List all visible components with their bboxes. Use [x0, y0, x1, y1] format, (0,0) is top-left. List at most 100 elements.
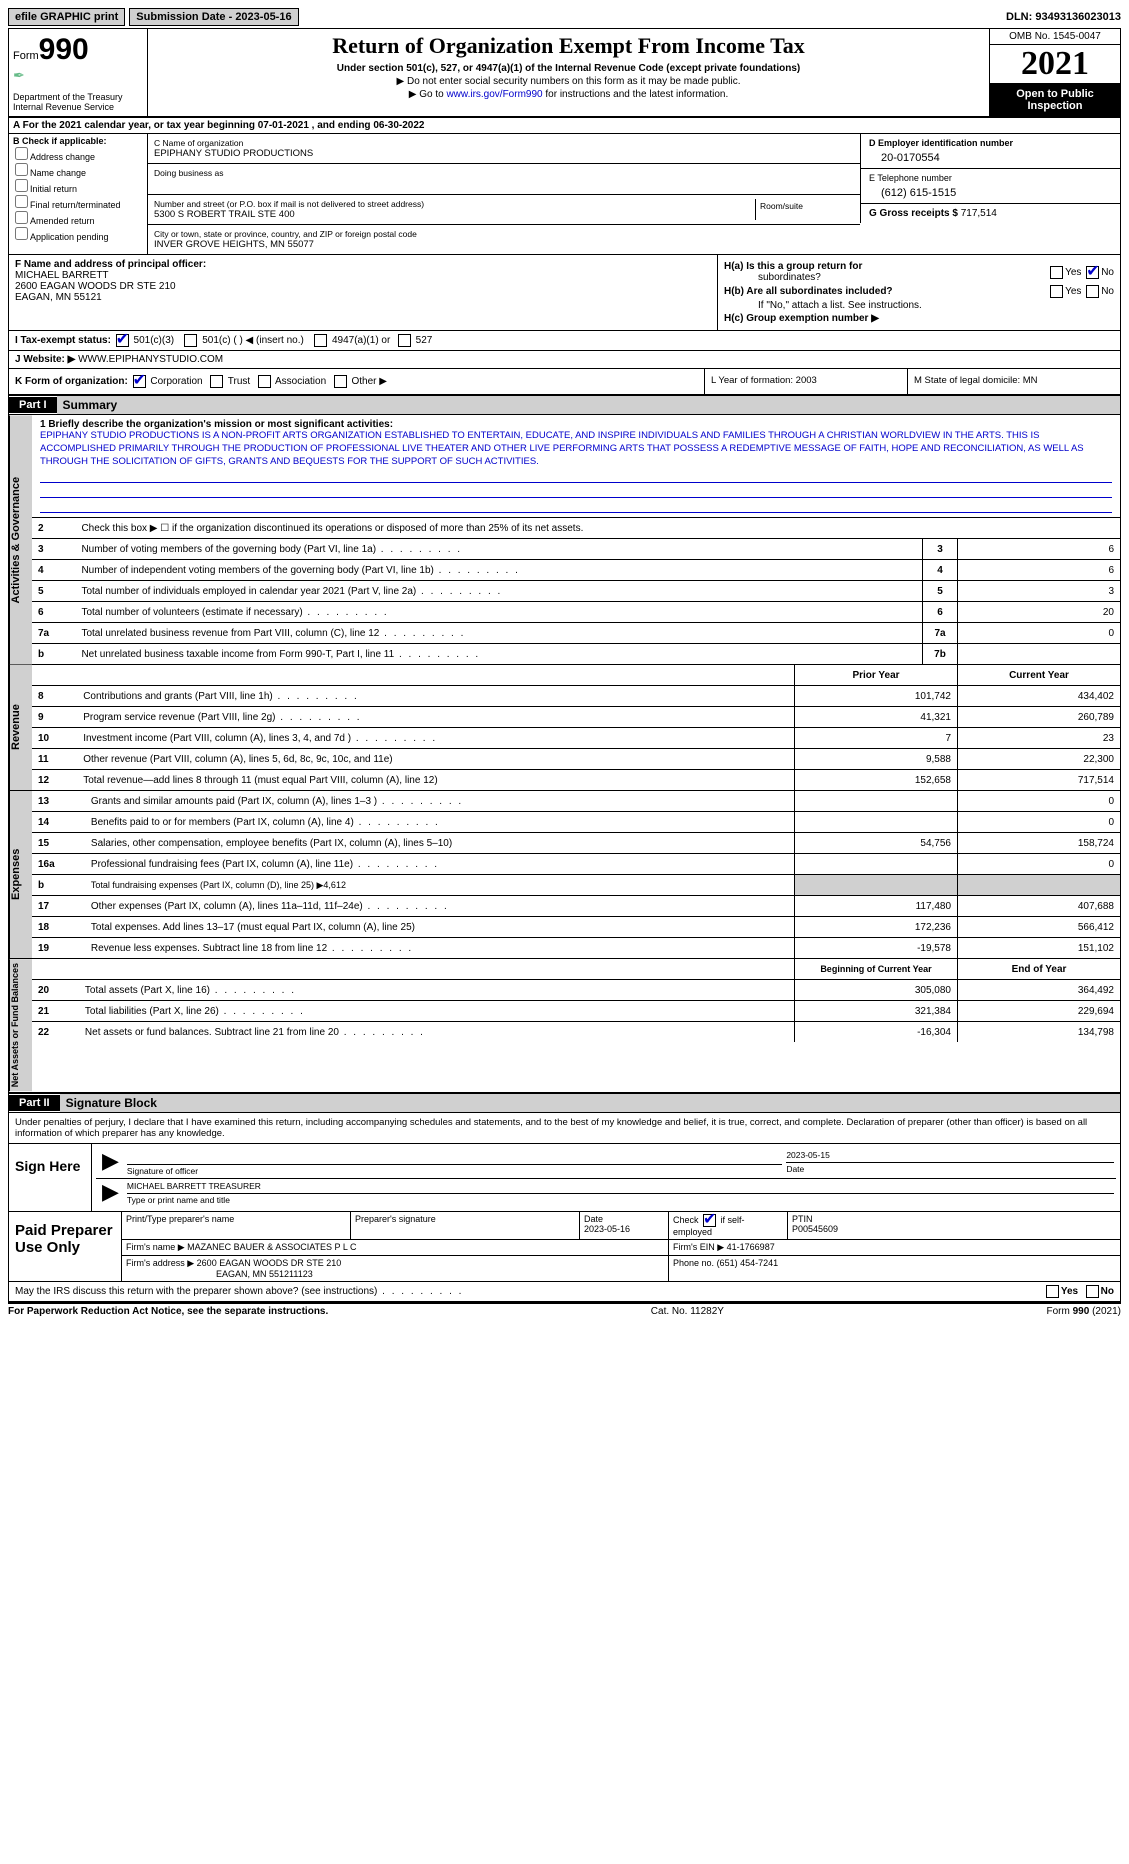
efile-print-button[interactable]: efile GRAPHIC print [8, 8, 125, 26]
feather-icon: ✒ [13, 67, 143, 84]
ein: 20-0170554 [869, 152, 1112, 164]
chk-assoc[interactable] [258, 375, 271, 388]
line-7a: 7aTotal unrelated business revenue from … [32, 623, 1120, 644]
state-domicile: M State of legal domicile: MN [907, 369, 1120, 394]
line-9: 9Program service revenue (Part VIII, lin… [32, 707, 1120, 728]
row-k: K Form of organization: Corporation Trus… [8, 369, 1121, 396]
chk-other[interactable] [334, 375, 347, 388]
line-21: 21Total liabilities (Part X, line 26)321… [32, 1001, 1120, 1022]
gross-receipts: 717,514 [961, 208, 997, 219]
discuss-row: May the IRS discuss this return with the… [8, 1282, 1121, 1302]
line-14: 14Benefits paid to or for members (Part … [32, 812, 1120, 833]
line-2: 2Check this box ▶ ☐ if the organization … [32, 518, 1120, 539]
part1-header: Part I Summary [8, 396, 1121, 415]
line-16a: 16aProfessional fundraising fees (Part I… [32, 854, 1120, 875]
chk-address-change[interactable]: Address change [13, 147, 143, 162]
sig-date: 2023-05-15 [786, 1150, 1114, 1160]
line-6: 6Total number of volunteers (estimate if… [32, 602, 1120, 623]
tab-revenue: Revenue [9, 665, 32, 790]
ha-yes[interactable] [1050, 266, 1063, 279]
sig-officer-label: Signature of officer [127, 1164, 782, 1176]
room-suite: Room/suite [755, 199, 854, 220]
irs-label: Internal Revenue Service [13, 102, 143, 112]
prep-addr: 2600 EAGAN WOODS DR STE 210 [197, 1258, 342, 1268]
mission-text: EPIPHANY STUDIO PRODUCTIONS IS A NON-PRO… [40, 430, 1112, 468]
line-19: 19Revenue less expenses. Subtract line 1… [32, 938, 1120, 959]
efile-topbar: efile GRAPHIC print Submission Date - 20… [8, 8, 1121, 26]
hb-no[interactable] [1086, 285, 1099, 298]
chk-corp[interactable] [133, 375, 146, 388]
cat-no: Cat. No. 11282Y [328, 1306, 1046, 1317]
perjury-declaration: Under penalties of perjury, I declare th… [9, 1113, 1120, 1144]
chk-final-return[interactable]: Final return/terminated [13, 195, 143, 210]
prep-firm: MAZANEC BAUER & ASSOCIATES P L C [187, 1242, 356, 1252]
irs-link[interactable]: www.irs.gov/Form990 [446, 89, 542, 100]
prep-phone: (651) 454-7241 [717, 1258, 779, 1268]
section-bcde: B Check if applicable: Address change Na… [8, 134, 1121, 255]
chk-name-change[interactable]: Name change [13, 163, 143, 178]
line-5: 5Total number of individuals employed in… [32, 581, 1120, 602]
prep-ein: 41-1766987 [727, 1242, 775, 1252]
form-header: Form990 ✒ Department of the Treasury Int… [8, 28, 1121, 118]
line-22: 22Net assets or fund balances. Subtract … [32, 1022, 1120, 1043]
chk-501c[interactable] [184, 334, 197, 347]
expenses-section: Expenses 13Grants and similar amounts pa… [8, 791, 1121, 959]
line-10: 10Investment income (Part VIII, column (… [32, 728, 1120, 749]
chk-4947[interactable] [314, 334, 327, 347]
preparer-table: Print/Type preparer's name Preparer's si… [122, 1212, 1120, 1281]
ha-no[interactable] [1086, 266, 1099, 279]
line-20: 20Total assets (Part X, line 16)305,0803… [32, 980, 1120, 1001]
line-15: 15Salaries, other compensation, employee… [32, 833, 1120, 854]
signature-section: Under penalties of perjury, I declare th… [8, 1113, 1121, 1212]
revenue-table: Prior YearCurrent Year 8Contributions an… [32, 665, 1120, 790]
col-c-org-info: C Name of organization EPIPHANY STUDIO P… [148, 134, 860, 254]
arrow-icon: ▶ [96, 1179, 125, 1207]
line-18: 18Total expenses. Add lines 13–17 (must … [32, 917, 1120, 938]
tab-activities: Activities & Governance [9, 415, 32, 664]
part2-header: Part II Signature Block [8, 1094, 1121, 1113]
phone: (612) 615-1515 [869, 187, 1112, 199]
chk-self-employed[interactable] [703, 1214, 716, 1227]
omb-number: OMB No. 1545-0047 [990, 29, 1120, 45]
sign-here-label: Sign Here [9, 1144, 91, 1211]
arrow-icon: ▶ [96, 1148, 125, 1178]
org-name: EPIPHANY STUDIO PRODUCTIONS [154, 148, 854, 159]
line-4: 4Number of independent voting members of… [32, 560, 1120, 581]
ssn-warning: ▶ Do not enter social security numbers o… [152, 76, 985, 87]
preparer-section: Paid Preparer Use Only Print/Type prepar… [8, 1212, 1121, 1282]
discuss-no[interactable] [1086, 1285, 1099, 1298]
col-b-checkboxes: B Check if applicable: Address change Na… [9, 134, 148, 254]
open-inspection: Open to Public Inspection [990, 84, 1120, 116]
chk-501c3[interactable] [116, 334, 129, 347]
tax-year: 2021 [990, 45, 1120, 84]
netassets-table: Beginning of Current YearEnd of Year 20T… [32, 959, 1120, 1042]
discuss-yes[interactable] [1046, 1285, 1059, 1298]
footer: For Paperwork Reduction Act Notice, see … [8, 1302, 1121, 1317]
chk-application-pending[interactable]: Application pending [13, 227, 143, 242]
row-a-tax-year: A For the 2021 calendar year, or tax yea… [8, 118, 1121, 134]
dln: DLN: 93493136023013 [1006, 11, 1121, 23]
dept-treasury: Department of the Treasury [13, 92, 143, 102]
chk-initial-return[interactable]: Initial return [13, 179, 143, 194]
mission-block: 1 Briefly describe the organization's mi… [32, 415, 1120, 518]
year-formation: L Year of formation: 2003 [704, 369, 907, 394]
chk-527[interactable] [398, 334, 411, 347]
section-fgh: F Name and address of principal officer:… [8, 255, 1121, 331]
form-subtitle: Under section 501(c), 527, or 4947(a)(1)… [152, 63, 985, 74]
goto-line: ▶ Go to www.irs.gov/Form990 for instruct… [152, 89, 985, 100]
paperwork-notice: For Paperwork Reduction Act Notice, see … [8, 1306, 328, 1317]
line-7b: bNet unrelated business taxable income f… [32, 644, 1120, 665]
hb-yes[interactable] [1050, 285, 1063, 298]
chk-trust[interactable] [210, 375, 223, 388]
chk-amended-return[interactable]: Amended return [13, 211, 143, 226]
prep-ptin: P00545609 [792, 1224, 838, 1234]
netassets-section: Net Assets or Fund Balances Beginning of… [8, 959, 1121, 1093]
line-17: 17Other expenses (Part IX, column (A), l… [32, 896, 1120, 917]
submission-date: Submission Date - 2023-05-16 [129, 8, 298, 26]
city-state-zip: INVER GROVE HEIGHTS, MN 55077 [154, 239, 854, 250]
col-h-group: H(a) Is this a group return for subordin… [717, 255, 1120, 330]
street-address: 5300 S ROBERT TRAIL STE 400 [154, 209, 755, 220]
tab-netassets: Net Assets or Fund Balances [9, 959, 32, 1091]
line-8: 8Contributions and grants (Part VIII, li… [32, 686, 1120, 707]
form-number: Form990 [13, 33, 143, 67]
